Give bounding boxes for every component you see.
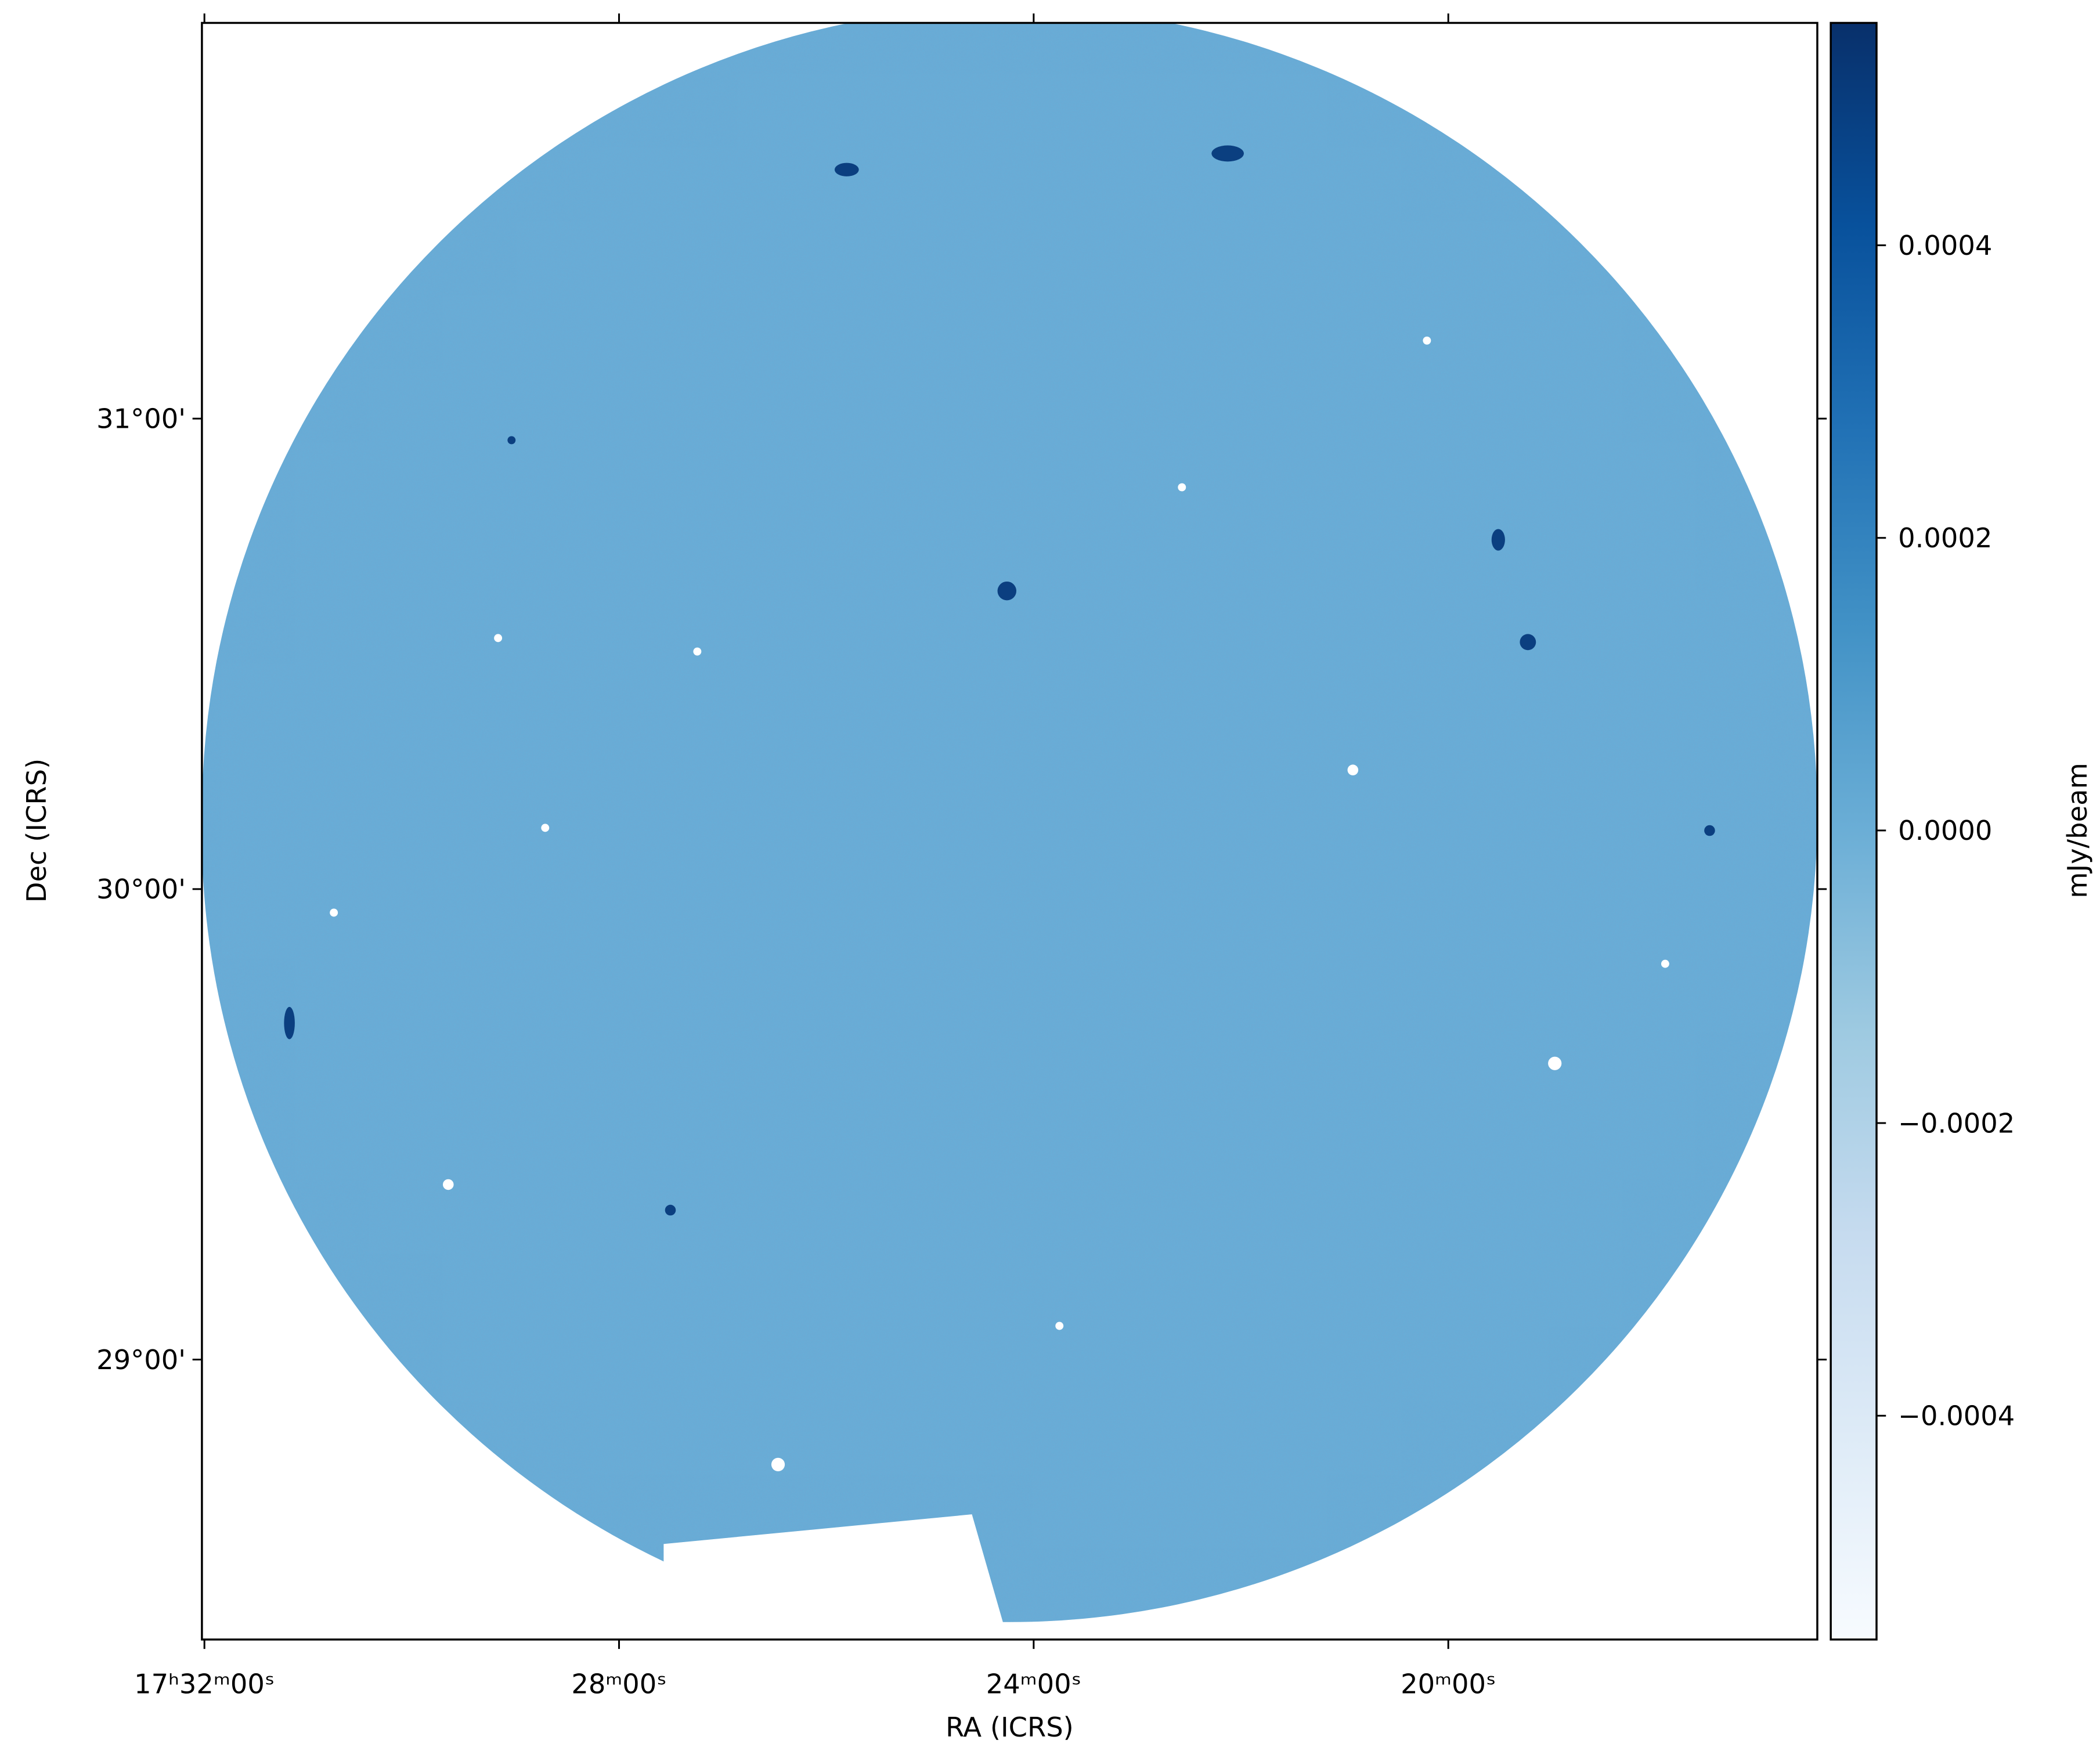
x-tick-label: 28ᵐ00ˢ: [571, 1669, 666, 1700]
sky-noise: [201, 23, 1817, 1622]
y-axis-label: Dec (ICRS): [21, 759, 52, 903]
colorbar: [1830, 21, 1878, 1641]
axes-frame: [201, 21, 1818, 1641]
sources: [284, 145, 1715, 1216]
sky-image: [201, 23, 1817, 1622]
x-tick-label: 20ᵐ00ˢ: [1401, 1669, 1496, 1700]
y-tick-label: 30°00': [96, 873, 186, 905]
x-tick-label: 17ʰ32ᵐ00ˢ: [134, 1669, 275, 1700]
y-tick-label: 31°00': [96, 403, 186, 434]
colorbar-tick-label: 0.0000: [1898, 815, 1992, 846]
colorbar-tick-label: 0.0002: [1898, 522, 1992, 554]
x-axis-label: RA (ICRS): [946, 1712, 1074, 1743]
x-tick-label: 24ᵐ00ˢ: [986, 1669, 1081, 1700]
colorbar-tick-label: −0.0004: [1898, 1400, 2015, 1431]
colorbar-tick-label: −0.0002: [1898, 1107, 2015, 1139]
colorbar-tick-label: 0.0004: [1898, 230, 1992, 261]
colorbar-label: mJy/beam: [2062, 763, 2093, 898]
y-tick-label: 29°00': [96, 1344, 186, 1376]
bright-sources: [330, 336, 1669, 1471]
